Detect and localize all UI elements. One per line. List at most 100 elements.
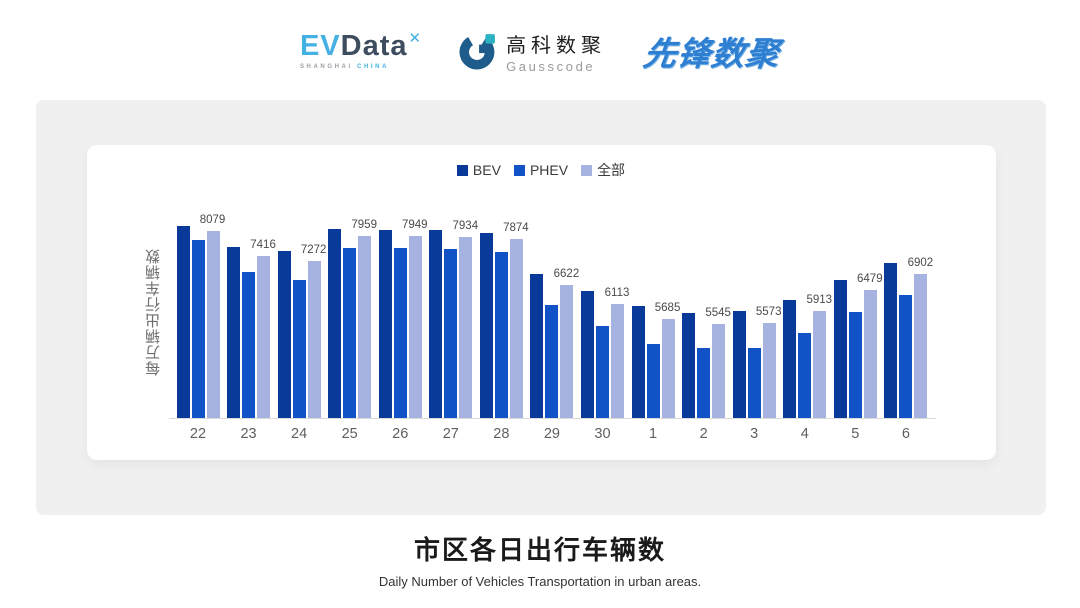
y-axis-label: 每万辆出行车辆数 bbox=[144, 247, 162, 376]
legend-item-bev[interactable]: BEV bbox=[456, 162, 501, 178]
bar-phev-22 bbox=[191, 239, 205, 418]
bar-bev-2 bbox=[682, 312, 696, 418]
bar-bev-22 bbox=[176, 226, 190, 418]
legend-label-bev: BEV bbox=[472, 162, 501, 178]
x-tick-27: 27 bbox=[442, 426, 459, 442]
evdata-china-text: CHINA bbox=[357, 64, 390, 70]
x-tick-22: 22 bbox=[189, 426, 207, 442]
bar-phev-25 bbox=[343, 247, 357, 418]
spark-x-icon: ✕ bbox=[408, 30, 423, 47]
bar-phev-27 bbox=[444, 249, 458, 418]
data-label-24: 7272 bbox=[300, 243, 327, 256]
footer: 市区各日出行车辆数 Daily Number of Vehicles Trans… bbox=[0, 530, 1080, 589]
bar-all-1 bbox=[661, 319, 675, 418]
bar-bev-4 bbox=[783, 299, 797, 418]
evdata-logo: EVData✕ SHANGHAI CHINA bbox=[299, 30, 423, 70]
bar-bev-29 bbox=[530, 273, 544, 418]
data-label-22: 8079 bbox=[199, 214, 226, 227]
bar-all-4 bbox=[813, 310, 827, 418]
data-label-26: 7949 bbox=[401, 218, 428, 231]
bar-bev-25 bbox=[328, 228, 342, 418]
evdata-data-text: Data bbox=[340, 30, 408, 62]
gausscode-text: 高科数聚 Gausscode bbox=[506, 29, 606, 74]
x-tick-25: 25 bbox=[341, 426, 358, 442]
legend-label-all: 全部 bbox=[597, 162, 626, 178]
bar-group-3: 5573 bbox=[732, 223, 781, 418]
legend-item-all[interactable]: 全部 bbox=[581, 160, 625, 180]
evdata-wordmark: EVData✕ bbox=[299, 30, 423, 62]
bar-phev-4 bbox=[798, 333, 812, 418]
evdata-subtitle: SHANGHAI CHINA bbox=[300, 64, 389, 70]
bar-bev-24 bbox=[277, 250, 291, 418]
x-tick-24: 24 bbox=[291, 426, 308, 442]
plot-groups: 8079 7416 7272 7959 7949 7934 7874 6622 6113 5685… bbox=[169, 214, 936, 418]
bar-bev-6 bbox=[884, 263, 898, 418]
bar-group-23: 7416 bbox=[227, 223, 276, 418]
x-tick-29: 29 bbox=[543, 426, 560, 442]
chart-title: 市区各日出行车辆数 bbox=[413, 535, 666, 565]
x-tick-3: 3 bbox=[750, 426, 759, 442]
data-label-30: 6113 bbox=[604, 286, 630, 299]
bar-bev-26 bbox=[378, 229, 392, 418]
bar-group-29: 6622 bbox=[530, 223, 579, 418]
bar-all-24 bbox=[307, 260, 321, 418]
data-label-27: 7934 bbox=[452, 219, 479, 232]
bar-phev-3 bbox=[747, 347, 761, 418]
bar-phev-28 bbox=[494, 251, 508, 418]
bar-all-22 bbox=[206, 231, 220, 418]
data-label-4: 5913 bbox=[806, 293, 833, 306]
legend-swatch-phev bbox=[513, 164, 525, 176]
x-tick-2: 2 bbox=[699, 426, 708, 442]
bar-phev-30 bbox=[596, 326, 609, 418]
data-label-2: 5545 bbox=[705, 307, 731, 320]
data-label-6: 6902 bbox=[907, 257, 934, 270]
evdata-ev-text: EV bbox=[299, 30, 341, 62]
bar-group-25: 7959 bbox=[328, 219, 377, 418]
bar-all-23 bbox=[257, 255, 271, 418]
data-label-3: 5573 bbox=[755, 306, 782, 319]
x-tick-30: 30 bbox=[594, 426, 611, 442]
xianfeng-logo: 先锋数聚 bbox=[641, 27, 784, 75]
bar-all-3 bbox=[762, 323, 776, 418]
bar-bev-5 bbox=[833, 279, 847, 418]
legend-swatch-all bbox=[581, 164, 593, 176]
legend-label-phev: PHEV bbox=[529, 162, 569, 178]
bar-group-24: 7272 bbox=[277, 223, 326, 418]
legend-swatch-bev bbox=[456, 164, 468, 176]
chart-legend: BEV PHEV 全部 bbox=[87, 160, 996, 180]
bar-phev-29 bbox=[545, 304, 559, 418]
x-tick-26: 26 bbox=[392, 426, 409, 442]
bar-all-28 bbox=[509, 238, 523, 418]
bar-bev-3 bbox=[732, 311, 746, 418]
legend-item-phev[interactable]: PHEV bbox=[513, 162, 569, 178]
evdata-shanghai-text: SHANGHAI bbox=[299, 64, 353, 70]
gausscode-g-icon bbox=[459, 34, 495, 70]
bar-group-27: 7934 bbox=[429, 220, 478, 418]
x-tick-28: 28 bbox=[493, 426, 510, 442]
bar-group-2: 5545 bbox=[682, 223, 731, 418]
data-label-1: 5685 bbox=[654, 302, 681, 315]
bar-phev-1 bbox=[646, 343, 660, 418]
bar-group-30: 6113 bbox=[581, 223, 629, 418]
bar-all-6 bbox=[914, 274, 928, 418]
data-label-23: 7416 bbox=[250, 238, 276, 251]
bar-group-4: 5913 bbox=[783, 223, 832, 418]
bar-group-28: 7874 bbox=[479, 222, 529, 418]
bar-phev-26 bbox=[393, 248, 407, 418]
chart-subtitle: Daily Number of Vehicles Transportation … bbox=[378, 574, 702, 589]
chart-card: BEV PHEV 全部 每万辆出行车辆数 8079 7416 7272 7959 7949 7… bbox=[86, 145, 996, 460]
bar-group-22: 8079 bbox=[176, 214, 225, 418]
bar-phev-23 bbox=[242, 271, 256, 418]
bar-all-27 bbox=[459, 236, 473, 418]
chart-panel: BEV PHEV 全部 每万辆出行车辆数 8079 7416 7272 7959 7949 7… bbox=[36, 100, 1046, 515]
bar-bev-1 bbox=[631, 305, 645, 418]
x-axis-labels: 22 23 24 25 26 27 28 29 30 1 2 3 4 5 6 bbox=[169, 426, 936, 442]
bar-all-30 bbox=[611, 303, 624, 418]
x-tick-23: 23 bbox=[240, 426, 257, 442]
bar-group-26: 7949 bbox=[378, 219, 428, 418]
bar-phev-5 bbox=[848, 311, 862, 418]
data-label-28: 7874 bbox=[503, 221, 529, 234]
bar-bev-27 bbox=[429, 229, 443, 418]
x-tick-5: 5 bbox=[851, 426, 860, 442]
x-axis-line bbox=[168, 418, 936, 419]
